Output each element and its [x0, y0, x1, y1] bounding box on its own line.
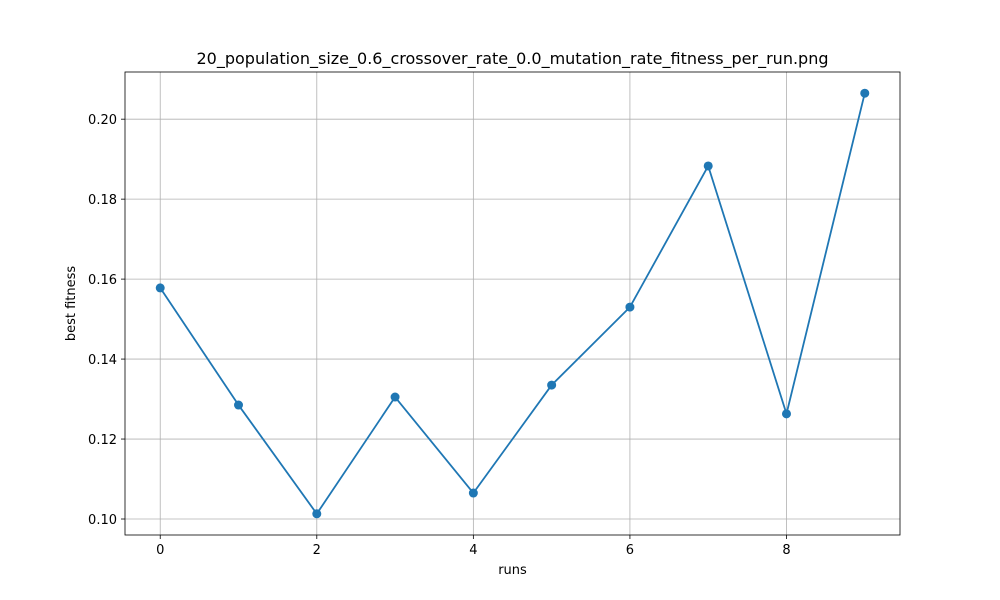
plot-frame [124, 71, 901, 536]
data-point [234, 400, 244, 410]
data-point [703, 161, 713, 171]
x-axis-label: runs [498, 563, 527, 578]
y-tick-label: 0.18 [88, 193, 117, 208]
ticks: 0 2 4 6 8 0.10 0.12 0.14 0.16 0.18 0.20 [88, 113, 791, 558]
data-point [860, 88, 870, 98]
data-point [781, 409, 791, 419]
series-layer [155, 88, 870, 519]
data-point [625, 302, 635, 312]
y-tick-label: 0.16 [88, 273, 117, 288]
y-tick-label: 0.10 [88, 513, 117, 528]
data-point [468, 488, 478, 498]
grid [125, 72, 900, 535]
data-point [547, 380, 557, 390]
x-tick-label: 2 [313, 543, 321, 558]
data-point [390, 392, 400, 402]
x-tick-label: 6 [626, 543, 634, 558]
x-tick-label: 8 [782, 543, 790, 558]
x-tick-label: 0 [156, 543, 164, 558]
series-line [159, 92, 866, 515]
chart-title: 20_population_size_0.6_crossover_rate_0.… [196, 49, 828, 69]
x-tick-label: 4 [469, 543, 477, 558]
y-tick-label: 0.20 [88, 113, 117, 128]
y-tick-label: 0.12 [88, 433, 117, 448]
y-tick-label: 0.14 [88, 353, 117, 368]
y-axis-label: best fitness [64, 266, 79, 342]
data-point [312, 509, 322, 519]
data-point [155, 283, 165, 293]
